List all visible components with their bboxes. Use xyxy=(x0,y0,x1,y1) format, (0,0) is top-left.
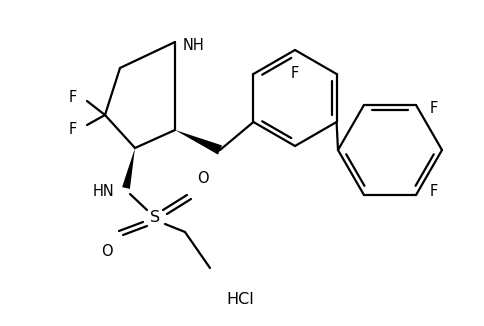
Text: O: O xyxy=(101,244,113,259)
Text: O: O xyxy=(197,171,209,186)
Text: NH: NH xyxy=(183,38,205,53)
Polygon shape xyxy=(175,130,222,155)
Text: F: F xyxy=(430,184,438,199)
Text: F: F xyxy=(291,66,299,81)
Text: F: F xyxy=(69,90,77,105)
Text: HCl: HCl xyxy=(226,292,254,307)
Text: F: F xyxy=(430,101,438,116)
Polygon shape xyxy=(122,148,135,189)
Text: S: S xyxy=(150,211,160,226)
Text: HN: HN xyxy=(92,185,114,200)
Text: F: F xyxy=(69,123,77,138)
